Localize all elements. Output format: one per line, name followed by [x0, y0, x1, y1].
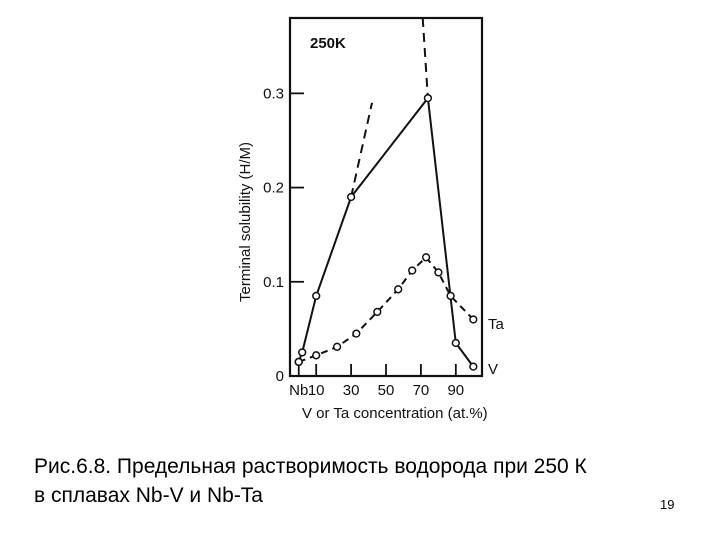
page-number: 19: [660, 497, 675, 512]
series-ta-point: [469, 315, 478, 324]
series-v-point: [451, 338, 460, 348]
y-tick-label: 0.3: [263, 85, 284, 102]
series-v-point: [312, 291, 321, 301]
x-tick-label: Nb: [289, 382, 308, 399]
x-axis-label: V or Ta concentration (at.%): [302, 405, 488, 422]
caption-line-1: Рис.6.8. Предельная растворимость водоро…: [34, 455, 587, 478]
series-layer: [294, 17, 478, 371]
figure-caption: Рис.6.8. Предельная растворимость водоро…: [34, 452, 587, 510]
series-v-point: [298, 348, 307, 357]
chart-title: 250K: [310, 35, 346, 52]
series-v-extrapolation-low: [350, 102, 373, 198]
series-v-point: [423, 93, 433, 103]
series-ta-point: [408, 266, 417, 275]
series-ta-point: [312, 351, 321, 360]
series-ta-point: [352, 329, 361, 338]
series-ta-point: [421, 253, 431, 262]
series-ta-point: [434, 268, 443, 277]
series-label-v: V: [488, 361, 498, 378]
caption-line-2: в сплавах Nb-V и Nb-Ta: [34, 484, 263, 507]
y-axis-ticks: 0 0.1 0.2 0.3: [263, 85, 304, 385]
x-tick-label: 50: [378, 382, 395, 399]
y-axis-label: Terminal solubility (H/M): [237, 142, 254, 302]
series-v-extrapolation-high: [421, 17, 429, 99]
series-ta-point: [446, 291, 455, 301]
series-v-line: [297, 95, 475, 368]
x-tick-label: 70: [413, 382, 430, 399]
series-ta-point: [294, 357, 303, 367]
series-ta-point: [394, 285, 403, 294]
y-tick-label: 0.2: [263, 180, 284, 197]
solubility-chart: 0 0.1 0.2 0.3 Nb 10 30 50 70 90 250K V or Ta con…: [237, 16, 505, 422]
series-ta-point: [332, 342, 342, 351]
x-axis-ticks: Nb 10 30 50 70 90: [289, 364, 464, 399]
y-tick-label: 0: [276, 368, 284, 385]
x-tick-label: 10: [308, 382, 325, 399]
series-ta-point: [373, 307, 382, 317]
series-v-point: [346, 192, 356, 202]
y-tick-label: 0.1: [263, 274, 284, 291]
x-tick-label: 30: [343, 382, 360, 399]
series-v-point: [469, 362, 478, 371]
series-label-ta: Ta: [488, 316, 505, 333]
x-tick-label: 90: [447, 382, 464, 399]
